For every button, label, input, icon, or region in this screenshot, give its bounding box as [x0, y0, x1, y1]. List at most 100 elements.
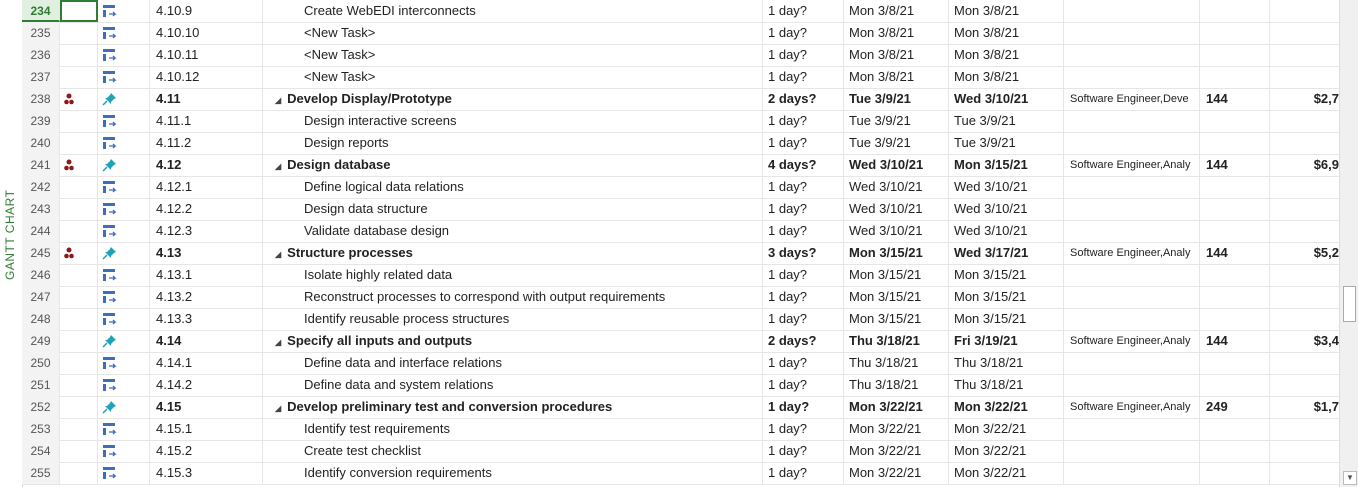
indicators-cell[interactable]: [60, 220, 98, 242]
duration-cell[interactable]: 1 day?: [763, 0, 844, 22]
resource-names-cell[interactable]: [1064, 418, 1200, 440]
indicators-cell[interactable]: [60, 88, 98, 110]
task-name-cell[interactable]: Design interactive screens: [263, 110, 763, 132]
task-row[interactable]: 254 4.15.2 Create test checklist 1 day? Mon …: [22, 440, 1340, 463]
resource-names-cell[interactable]: [1064, 132, 1200, 154]
finish-cell[interactable]: Mon 3/15/21: [949, 286, 1064, 308]
task-mode-cell[interactable]: [98, 264, 150, 286]
work-cell[interactable]: 144: [1200, 154, 1270, 176]
indicators-cell[interactable]: [60, 198, 98, 220]
task-mode-cell[interactable]: [98, 286, 150, 308]
finish-cell[interactable]: Wed 3/10/21: [949, 220, 1064, 242]
start-cell[interactable]: Tue 3/9/21: [844, 88, 949, 110]
collapse-triangle-icon[interactable]: ◢: [275, 96, 282, 105]
cost-cell[interactable]: [1270, 22, 1340, 44]
wbs-cell[interactable]: 4.10.12: [150, 66, 263, 88]
finish-cell[interactable]: Mon 3/22/21: [949, 418, 1064, 440]
indicators-cell[interactable]: [60, 330, 98, 352]
task-row[interactable]: 249 4.14 ◢ Specify all inputs and outputs 2 …: [22, 330, 1340, 353]
finish-cell[interactable]: Mon 3/22/21: [949, 396, 1064, 418]
indicators-cell[interactable]: [60, 264, 98, 286]
resource-names-cell[interactable]: Software Engineer,Analy: [1064, 396, 1200, 418]
start-cell[interactable]: Mon 3/15/21: [844, 264, 949, 286]
indicators-cell[interactable]: [60, 418, 98, 440]
row-id[interactable]: 251: [22, 374, 60, 396]
task-name-cell[interactable]: Reconstruct processes to correspond with…: [263, 286, 763, 308]
finish-cell[interactable]: Mon 3/8/21: [949, 66, 1064, 88]
resource-names-cell[interactable]: [1064, 176, 1200, 198]
scrollbar-thumb[interactable]: [1343, 286, 1356, 322]
task-name-cell[interactable]: Identify conversion requirements: [263, 462, 763, 484]
task-name-cell[interactable]: Define data and system relations: [263, 374, 763, 396]
task-row[interactable]: 247 4.13.2 Reconstruct processes to corres…: [22, 286, 1340, 309]
task-mode-cell[interactable]: [98, 44, 150, 66]
work-cell[interactable]: [1200, 0, 1270, 22]
work-cell[interactable]: [1200, 66, 1270, 88]
task-row[interactable]: 255 4.15.3 Identify conversion requirement…: [22, 462, 1340, 485]
wbs-cell[interactable]: 4.15.2: [150, 440, 263, 462]
duration-cell[interactable]: 1 day?: [763, 396, 844, 418]
task-mode-cell[interactable]: [98, 154, 150, 176]
start-cell[interactable]: Thu 3/18/21: [844, 374, 949, 396]
finish-cell[interactable]: Mon 3/22/21: [949, 462, 1064, 484]
task-mode-cell[interactable]: [98, 374, 150, 396]
task-mode-cell[interactable]: [98, 308, 150, 330]
row-id[interactable]: 234: [22, 0, 60, 22]
finish-cell[interactable]: Wed 3/17/21: [949, 242, 1064, 264]
cost-cell[interactable]: [1270, 308, 1340, 330]
task-name-cell[interactable]: ◢ Design database: [263, 154, 763, 176]
task-row[interactable]: 243 4.12.2 Design data structure 1 day? Wed …: [22, 198, 1340, 221]
indicators-cell[interactable]: [60, 308, 98, 330]
start-cell[interactable]: Mon 3/15/21: [844, 286, 949, 308]
task-row[interactable]: 242 4.12.1 Define logical data relations 1 …: [22, 176, 1340, 199]
start-cell[interactable]: Mon 3/8/21: [844, 66, 949, 88]
finish-cell[interactable]: Wed 3/10/21: [949, 198, 1064, 220]
work-cell[interactable]: [1200, 198, 1270, 220]
start-cell[interactable]: Thu 3/18/21: [844, 330, 949, 352]
cost-cell[interactable]: $2,7: [1270, 88, 1340, 110]
wbs-cell[interactable]: 4.11: [150, 88, 263, 110]
resource-names-cell[interactable]: Software Engineer,Analy: [1064, 154, 1200, 176]
task-row[interactable]: 235 4.10.10 <New Task> 1 day? Mon 3/8/21 Mon …: [22, 22, 1340, 45]
wbs-cell[interactable]: 4.15: [150, 396, 263, 418]
cost-cell[interactable]: [1270, 418, 1340, 440]
resource-names-cell[interactable]: [1064, 374, 1200, 396]
collapse-triangle-icon[interactable]: ◢: [275, 404, 282, 413]
row-id[interactable]: 255: [22, 462, 60, 484]
work-cell[interactable]: 144: [1200, 242, 1270, 264]
row-id[interactable]: 241: [22, 154, 60, 176]
row-id[interactable]: 238: [22, 88, 60, 110]
wbs-cell[interactable]: 4.10.10: [150, 22, 263, 44]
task-mode-cell[interactable]: [98, 66, 150, 88]
finish-cell[interactable]: Thu 3/18/21: [949, 374, 1064, 396]
wbs-cell[interactable]: 4.14.1: [150, 352, 263, 374]
cost-cell[interactable]: $1,7: [1270, 396, 1340, 418]
cost-cell[interactable]: [1270, 286, 1340, 308]
wbs-cell[interactable]: 4.14.2: [150, 374, 263, 396]
resource-names-cell[interactable]: [1064, 286, 1200, 308]
row-id[interactable]: 250: [22, 352, 60, 374]
cost-cell[interactable]: [1270, 110, 1340, 132]
task-mode-cell[interactable]: [98, 110, 150, 132]
work-cell[interactable]: [1200, 418, 1270, 440]
indicators-cell[interactable]: [60, 0, 98, 22]
duration-cell[interactable]: 4 days?: [763, 154, 844, 176]
task-row[interactable]: 236 4.10.11 <New Task> 1 day? Mon 3/8/21 Mon …: [22, 44, 1340, 67]
start-cell[interactable]: Mon 3/22/21: [844, 462, 949, 484]
finish-cell[interactable]: Wed 3/10/21: [949, 176, 1064, 198]
row-id[interactable]: 235: [22, 22, 60, 44]
row-id[interactable]: 242: [22, 176, 60, 198]
task-name-cell[interactable]: Design reports: [263, 132, 763, 154]
task-mode-cell[interactable]: [98, 198, 150, 220]
collapse-triangle-icon[interactable]: ◢: [275, 338, 282, 347]
finish-cell[interactable]: Tue 3/9/21: [949, 132, 1064, 154]
wbs-cell[interactable]: 4.14: [150, 330, 263, 352]
task-mode-cell[interactable]: [98, 330, 150, 352]
resource-names-cell[interactable]: [1064, 22, 1200, 44]
task-row[interactable]: 252 4.15 ◢ Develop preliminary test and con…: [22, 396, 1340, 419]
task-mode-cell[interactable]: [98, 462, 150, 484]
duration-cell[interactable]: 1 day?: [763, 220, 844, 242]
wbs-cell[interactable]: 4.12.2: [150, 198, 263, 220]
vertical-scrollbar[interactable]: ▼: [1339, 0, 1358, 487]
wbs-cell[interactable]: 4.13.1: [150, 264, 263, 286]
